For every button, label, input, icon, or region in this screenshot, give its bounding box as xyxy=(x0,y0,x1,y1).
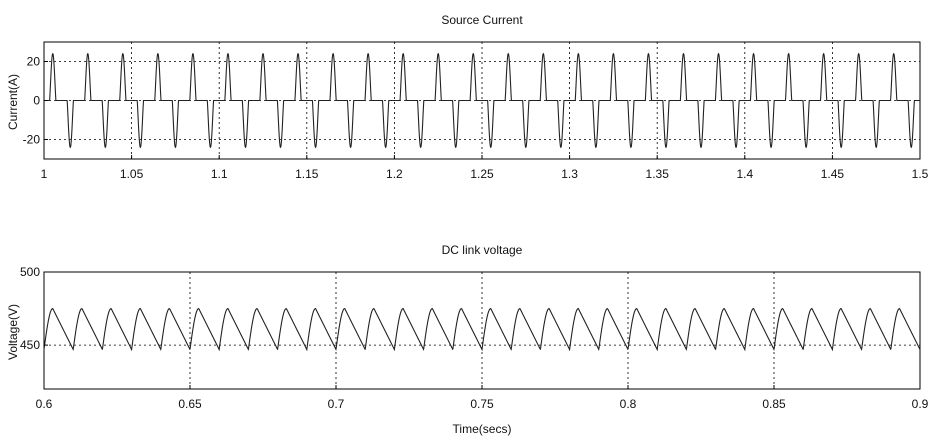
source-current-chart: Source Current Current(A) 1 1.05 1.1 1.15 1.… xyxy=(6,13,928,181)
y-axis: -20 0 20 xyxy=(23,55,48,147)
x-tick-label: 0.8 xyxy=(620,397,637,411)
chart-title: Source Current xyxy=(441,13,523,27)
x-axis: 1 1.05 1.1 1.15 1.2 1.25 1.3 1.35 1.4 1.45 1.5 xyxy=(41,155,928,181)
x-tick-label: 1.4 xyxy=(736,167,753,181)
x-tick-label: 1.25 xyxy=(470,167,494,181)
x-tick-label: 1.15 xyxy=(295,167,319,181)
x-tick-label: 0.85 xyxy=(762,397,786,411)
y-tick-label: 500 xyxy=(20,265,40,279)
x-tick-label: 1.1 xyxy=(211,167,228,181)
x-tick-label: 0.65 xyxy=(178,397,202,411)
x-tick-label: 0.7 xyxy=(328,397,345,411)
grid xyxy=(44,272,920,389)
y-tick-label: 0 xyxy=(33,94,40,108)
y-tick-label: -20 xyxy=(23,133,41,147)
plot-area xyxy=(43,271,921,390)
x-tick-label: 1.5 xyxy=(912,167,928,181)
x-tick-label: 0.9 xyxy=(912,397,928,411)
x-tick-label: 0.75 xyxy=(470,397,494,411)
y-axis-label: Current(A) xyxy=(6,74,20,130)
x-axis: 0.6 0.65 0.7 0.75 0.8 0.85 0.9 xyxy=(36,385,928,411)
y-tick-label: 450 xyxy=(20,338,40,352)
x-tick-label: 1.45 xyxy=(821,167,845,181)
source-current-line xyxy=(44,52,920,149)
chart-title: DC link voltage xyxy=(442,243,523,257)
x-axis-label: Time(secs) xyxy=(453,422,512,436)
y-axis: 450 500 xyxy=(20,265,48,352)
x-tick-label: 0.6 xyxy=(36,397,53,411)
y-axis-label: Voltage(V) xyxy=(6,304,20,360)
x-tick-label: 1.2 xyxy=(386,167,403,181)
x-tick-label: 1.35 xyxy=(646,167,670,181)
x-tick-label: 1.3 xyxy=(561,167,578,181)
dc-link-voltage-chart: DC link voltage Voltage(V) 0.6 0.65 0.7 0.7… xyxy=(6,243,928,436)
x-tick-label: 1.05 xyxy=(120,167,144,181)
dc-link-voltage-line xyxy=(43,307,921,352)
y-tick-label: 20 xyxy=(27,55,41,69)
x-tick-label: 1 xyxy=(41,167,48,181)
